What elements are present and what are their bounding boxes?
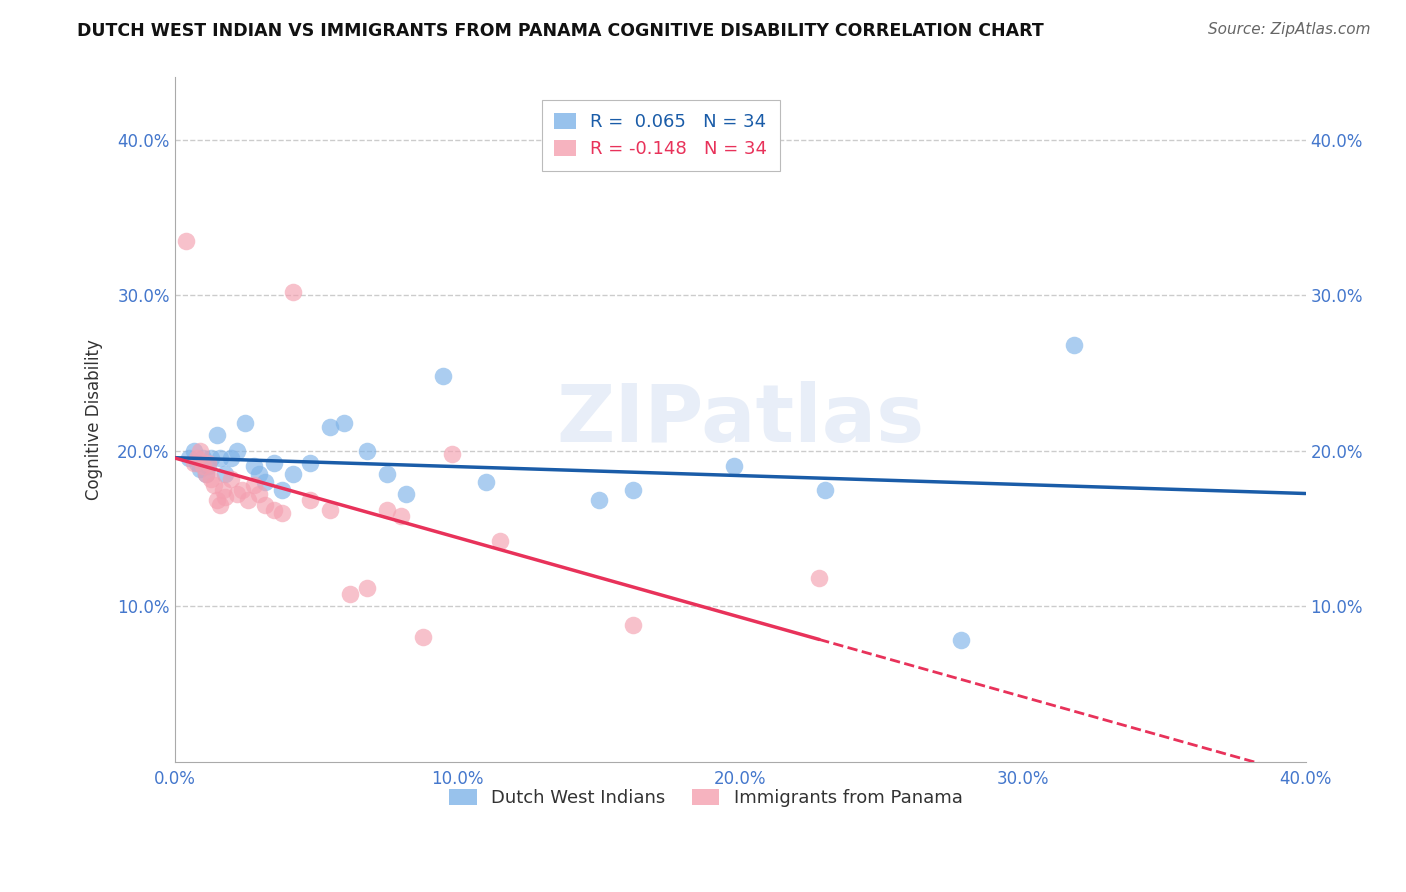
Point (208, 451, 231, 466)
Point (205, 428, 228, 442)
Text: ZIPatlas: ZIPatlas (555, 381, 924, 458)
Point (271, 506, 294, 520)
Point (183, 443, 205, 458)
Point (395, 487, 418, 501)
Point (188, 443, 211, 458)
Point (808, 571, 831, 585)
Point (194, 467, 217, 481)
Point (319, 420, 342, 434)
Point (474, 475, 496, 489)
Point (949, 633, 972, 648)
Y-axis label: Cognitive Disability: Cognitive Disability (86, 339, 103, 500)
Point (440, 447, 463, 461)
Point (186, 456, 208, 470)
Point (412, 631, 434, 645)
Point (208, 498, 231, 512)
Point (177, 451, 200, 466)
Point (283, 285, 305, 299)
Point (814, 483, 837, 497)
Legend: Dutch West Indians, Immigrants from Panama: Dutch West Indians, Immigrants from Pana… (443, 781, 970, 814)
Point (188, 462, 211, 476)
Point (389, 509, 412, 524)
Point (263, 503, 285, 517)
Point (299, 493, 322, 508)
Point (197, 456, 219, 470)
Point (247, 467, 270, 481)
Point (219, 472, 242, 486)
Point (247, 487, 270, 501)
Point (621, 618, 644, 632)
Text: Source: ZipAtlas.com: Source: ZipAtlas.com (1208, 22, 1371, 37)
Point (236, 493, 259, 508)
Point (219, 451, 242, 466)
Point (283, 467, 305, 481)
Point (375, 467, 398, 481)
Point (356, 581, 378, 595)
Point (1063, 338, 1085, 352)
Point (233, 416, 256, 430)
Point (214, 491, 236, 505)
Point (356, 443, 378, 458)
Point (202, 478, 225, 492)
Point (225, 443, 247, 458)
Point (214, 467, 236, 481)
Point (263, 456, 285, 470)
Point (621, 483, 644, 497)
Point (271, 483, 294, 497)
Point (194, 467, 217, 481)
Point (588, 493, 610, 508)
Point (225, 487, 247, 501)
Point (191, 451, 214, 466)
Point (319, 503, 342, 517)
Point (299, 456, 322, 470)
Point (183, 456, 205, 470)
Point (375, 503, 398, 517)
Text: DUTCH WEST INDIAN VS IMMIGRANTS FROM PANAMA COGNITIVE DISABILITY CORRELATION CHA: DUTCH WEST INDIAN VS IMMIGRANTS FROM PAN… (77, 22, 1045, 40)
Point (242, 459, 264, 474)
Point (200, 472, 222, 486)
Point (186, 451, 208, 466)
Point (211, 483, 233, 497)
Point (242, 478, 264, 492)
Point (488, 533, 510, 548)
Point (197, 459, 219, 474)
Point (333, 416, 356, 430)
Point (191, 459, 214, 474)
Point (200, 451, 222, 466)
Point (253, 475, 276, 489)
Point (231, 483, 253, 497)
Point (174, 234, 197, 248)
Point (432, 369, 454, 384)
Point (253, 498, 276, 512)
Point (723, 459, 745, 474)
Point (339, 587, 361, 601)
Point (205, 493, 228, 508)
